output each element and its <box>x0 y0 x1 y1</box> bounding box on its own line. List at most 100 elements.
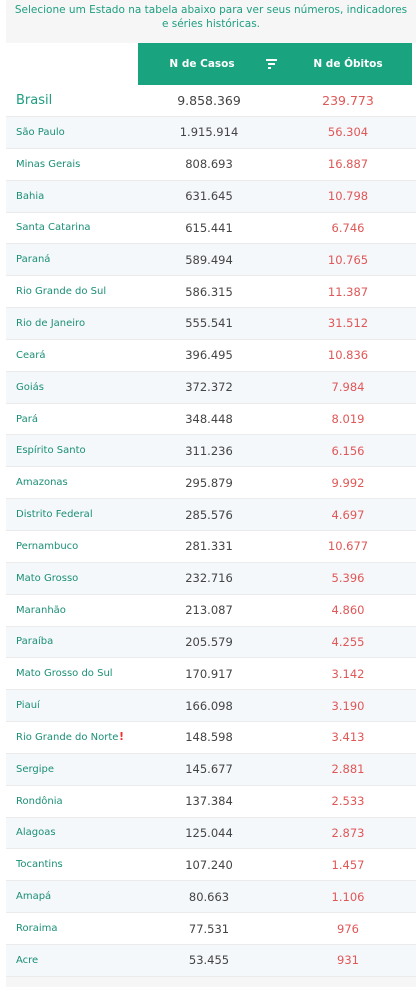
state-name: Rio de Janeiro <box>16 317 86 329</box>
table-row[interactable]: Rondônia 137.384 2.533 <box>6 785 416 818</box>
table-row[interactable]: Tocantins 107.240 1.457 <box>6 849 416 882</box>
state-deaths: 6.156 <box>331 443 365 458</box>
table-row[interactable]: Espírito Santo 311.236 6.156 <box>6 435 416 468</box>
state-deaths: 1.106 <box>331 889 365 904</box>
state-deaths: 10.765 <box>327 252 369 267</box>
table-row[interactable]: Pernambuco 281.331 10.677 <box>6 530 416 563</box>
state-cases: 137.384 <box>185 794 233 809</box>
state-cases: 808.693 <box>185 157 233 172</box>
state-deaths: 931 <box>337 953 359 968</box>
state-deaths: 976 <box>337 921 359 936</box>
total-row[interactable]: Brasil 9.858.369 239.773 <box>6 85 416 117</box>
state-cases: 555.541 <box>185 316 233 331</box>
state-name: Paraná <box>16 254 51 266</box>
state-cases: 80.663 <box>188 889 230 904</box>
state-name: Pará <box>16 413 38 425</box>
state-deaths: 3.413 <box>331 730 365 745</box>
exclamation-icon: ! <box>119 730 125 744</box>
state-deaths: 10.836 <box>327 348 369 363</box>
state-cases: 107.240 <box>185 857 233 872</box>
table-row[interactable]: Rio Grande do Norte! 148.598 3.413 <box>6 722 416 754</box>
state-cases: 166.098 <box>185 698 233 713</box>
state-rows: São Paulo 1.915.914 56.304 Minas Gerais 808.… <box>6 117 416 977</box>
state-name: Roraima <box>16 923 58 935</box>
table-row[interactable]: Mato Grosso 232.716 5.396 <box>6 562 416 595</box>
table-row[interactable]: Pará 348.448 8.019 <box>6 403 416 436</box>
table-header: N de Casos N de Óbitos <box>6 43 416 85</box>
state-cases: 148.598 <box>185 730 233 745</box>
table-row[interactable]: Maranhão 213.087 4.860 <box>6 594 416 627</box>
state-deaths: 2.533 <box>331 794 365 809</box>
state-deaths: 56.304 <box>327 125 369 140</box>
table-row[interactable]: Sergipe 145.677 2.881 <box>6 753 416 786</box>
state-name: São Paulo <box>16 126 65 138</box>
table-row[interactable]: Goiás 372.372 7.984 <box>6 371 416 404</box>
header-cases[interactable]: N de Casos <box>169 58 235 70</box>
total-name: Brasil <box>16 93 53 108</box>
state-cases: 170.917 <box>185 666 233 681</box>
state-name: Alagoas <box>16 827 56 839</box>
state-cases: 589.494 <box>185 252 233 267</box>
table-row[interactable]: Roraima 77.531 976 <box>6 913 416 945</box>
table-row[interactable]: Paraná 589.494 10.765 <box>6 244 416 277</box>
state-cases: 348.448 <box>185 412 233 427</box>
state-deaths: 9.992 <box>331 475 365 490</box>
table-row[interactable]: Piauí 166.098 3.190 <box>6 690 416 723</box>
table-row[interactable]: Bahia 631.645 10.798 <box>6 180 416 213</box>
table-row[interactable]: São Paulo 1.915.914 56.304 <box>6 117 416 149</box>
table-row[interactable]: Alagoas 125.044 2.873 <box>6 817 416 850</box>
state-name: Amapá <box>16 891 52 903</box>
state-deaths: 3.142 <box>331 666 365 681</box>
state-cases: 311.236 <box>185 443 233 458</box>
table-row[interactable]: Amazonas 295.879 9.992 <box>6 467 416 500</box>
state-deaths: 10.677 <box>327 539 369 554</box>
state-deaths: 6.746 <box>331 220 365 235</box>
table-row[interactable]: Acre 53.455 931 <box>6 944 416 977</box>
table-row[interactable]: Amapá 80.663 1.106 <box>6 881 416 914</box>
state-deaths: 5.396 <box>331 571 365 586</box>
state-cases: 77.531 <box>188 921 230 936</box>
state-name: Acre <box>16 954 39 966</box>
state-name: Rio Grande do Sul <box>16 286 107 298</box>
table-row[interactable]: Distrito Federal 285.576 4.697 <box>6 499 416 531</box>
state-cases: 295.879 <box>185 475 233 490</box>
state-name: Rondônia <box>16 795 63 807</box>
table-row[interactable]: Ceará 396.495 10.836 <box>6 339 416 372</box>
table-row[interactable]: Minas Gerais 808.693 16.887 <box>6 148 416 181</box>
table-row[interactable]: Paraíba 205.579 4.255 <box>6 626 416 659</box>
state-cases: 232.716 <box>185 571 233 586</box>
table-row[interactable]: Rio de Janeiro 555.541 31.512 <box>6 308 416 340</box>
state-deaths: 8.019 <box>331 412 365 427</box>
filter-icon-svg <box>266 59 277 69</box>
state-name: Paraíba <box>16 636 54 648</box>
state-cases: 1.915.914 <box>179 125 239 140</box>
state-deaths: 4.697 <box>331 507 365 522</box>
state-name: Ceará <box>16 349 46 361</box>
state-cases: 281.331 <box>185 539 233 554</box>
state-name: Distrito Federal <box>16 509 93 521</box>
state-name: Mato Grosso do Sul <box>16 668 113 680</box>
state-name: Minas Gerais <box>16 158 81 170</box>
state-cases: 586.315 <box>185 284 233 299</box>
state-cases: 396.495 <box>185 348 233 363</box>
state-cases: 53.455 <box>188 953 230 968</box>
filter-icon[interactable] <box>260 43 284 85</box>
table-row[interactable]: Santa Catarina 615.441 6.746 <box>6 212 416 245</box>
table-header-bar: N de Casos N de Óbitos <box>138 43 412 85</box>
state-name: Tocantins <box>16 859 63 871</box>
table-row[interactable]: Rio Grande do Sul 586.315 11.387 <box>6 276 416 309</box>
state-name: Espírito Santo <box>16 445 86 457</box>
state-deaths: 11.387 <box>327 284 369 299</box>
state-cases: 615.441 <box>185 220 233 235</box>
state-cases: 631.645 <box>185 189 233 204</box>
state-name: Sergipe <box>16 763 55 775</box>
state-deaths: 3.190 <box>331 698 365 713</box>
state-name: Amazonas <box>16 477 68 489</box>
total-cases: 9.858.369 <box>177 93 241 108</box>
state-deaths: 16.887 <box>327 157 369 172</box>
state-name: Mato Grosso <box>16 572 79 584</box>
header-deaths[interactable]: N de Óbitos <box>313 58 383 70</box>
table-row[interactable]: Mato Grosso do Sul 170.917 3.142 <box>6 658 416 691</box>
state-cases: 145.677 <box>185 762 233 777</box>
state-table-panel: Selecione um Estado na tabela abaixo par… <box>6 0 416 987</box>
